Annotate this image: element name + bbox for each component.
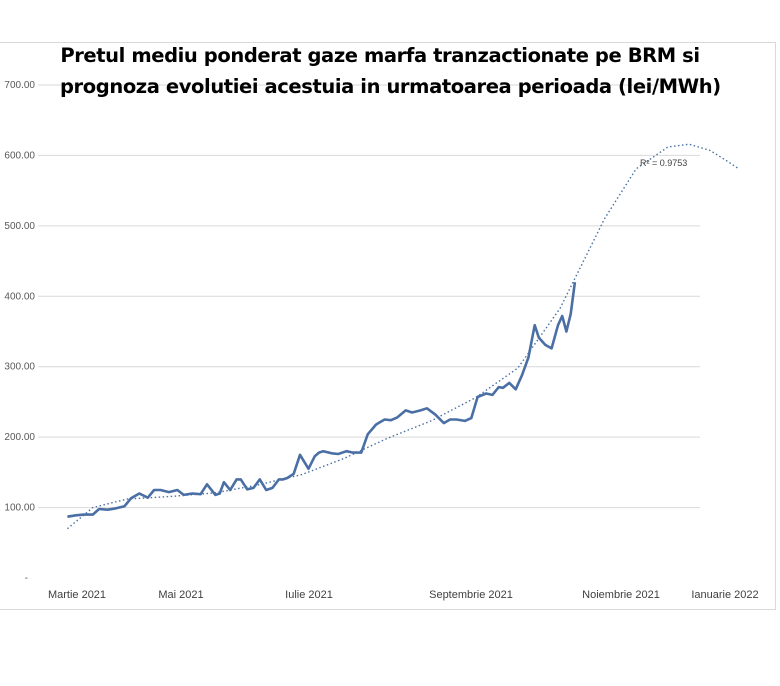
y-tick-label: 600.00 [4,150,35,161]
gridlines [38,84,700,509]
y-tick-label: - [25,573,28,584]
chart-title: Pretul mediu ponderat gaze marfa tranzac… [60,40,721,102]
x-tick-label: Mai 2021 [158,589,203,601]
y-axis-ticks: - 100.00 200.00 300.00 400.00 500.00 600.00 700… [4,80,35,584]
series-line [67,282,577,518]
y-tick-label: 200.00 [4,432,35,443]
y-tick-label: 700.00 [4,80,35,91]
y-tick-label: 100.00 [4,503,35,514]
chart-area [0,42,776,610]
x-tick-label: Martie 2021 [48,589,106,601]
y-tick-label: 400.00 [4,291,35,302]
y-tick-label: 300.00 [4,362,35,373]
x-tick-label: Iulie 2021 [285,589,333,601]
x-axis-ticks: Martie 2021 Mai 2021 Iulie 2021 Septembrie … [48,589,759,601]
x-tick-label: Septembrie 2021 [429,589,513,601]
trendline [66,143,739,530]
trendline-r2-label: R² = 0.9753 [640,158,687,168]
x-tick-label: Ianuarie 2022 [691,589,758,601]
chart-title-line-1: Pretul mediu ponderat gaze marfa tranzac… [60,44,700,67]
chart-title-line-2: prognoza evolutiei acestuia in urmatoare… [60,75,721,98]
y-tick-label: 500.00 [4,221,35,232]
x-tick-label: Noiembrie 2021 [582,589,660,601]
